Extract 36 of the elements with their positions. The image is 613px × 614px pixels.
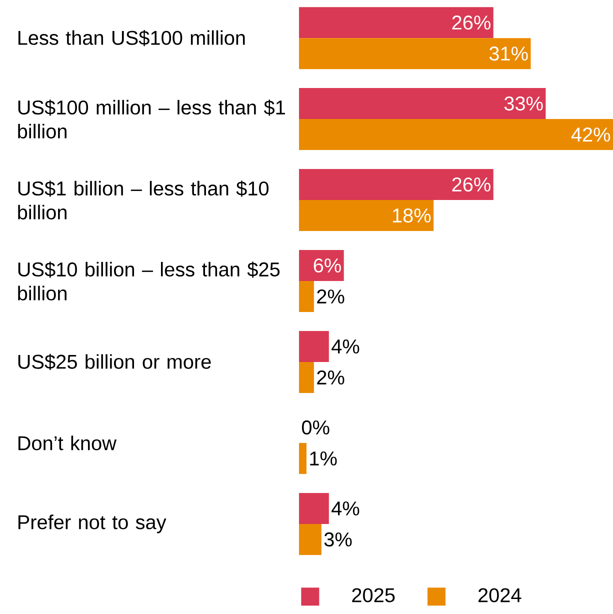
data-label: 2% [317,289,344,304]
data-label: 31% [489,46,528,61]
bar [298,200,434,232]
bar [298,250,344,282]
data-label: 6% [314,258,341,273]
legend-label: 2025 [352,588,395,602]
bar [298,169,494,200]
data-label: 3% [324,532,352,546]
y-tick-label: Don’t know [18,436,116,450]
bar [298,7,494,38]
data-label: 2% [317,370,344,384]
y-tick-label: US$10 billion – less than $25 billion [18,262,280,300]
data-label: 4% [332,501,360,516]
y-tick-label: US$25 billion or more [18,354,211,370]
bar [298,38,531,70]
data-label: 0% [302,420,330,435]
data-label: 33% [504,96,543,111]
data-label: 18% [392,208,431,223]
data-label: 1% [310,451,337,466]
bar [298,330,329,362]
data-label: 4% [332,340,360,354]
bar [298,119,613,150]
legend-label: 2024 [478,588,522,602]
bar [298,492,329,524]
y-tick-label: Less than US$100 million [18,30,245,46]
bar [298,362,314,393]
data-label: 26% [452,16,490,30]
bar [298,88,546,120]
y-tick-label: US$100 million – less than $1 billion [18,100,285,138]
bar [298,524,322,555]
data-label: 42% [571,128,610,142]
bar [298,442,306,474]
y-tick-label: US$1 billion – less than $10 billion [18,180,268,220]
data-label: 26% [452,177,490,192]
bar [298,281,314,312]
y-tick-label: Prefer not to say [18,514,166,534]
